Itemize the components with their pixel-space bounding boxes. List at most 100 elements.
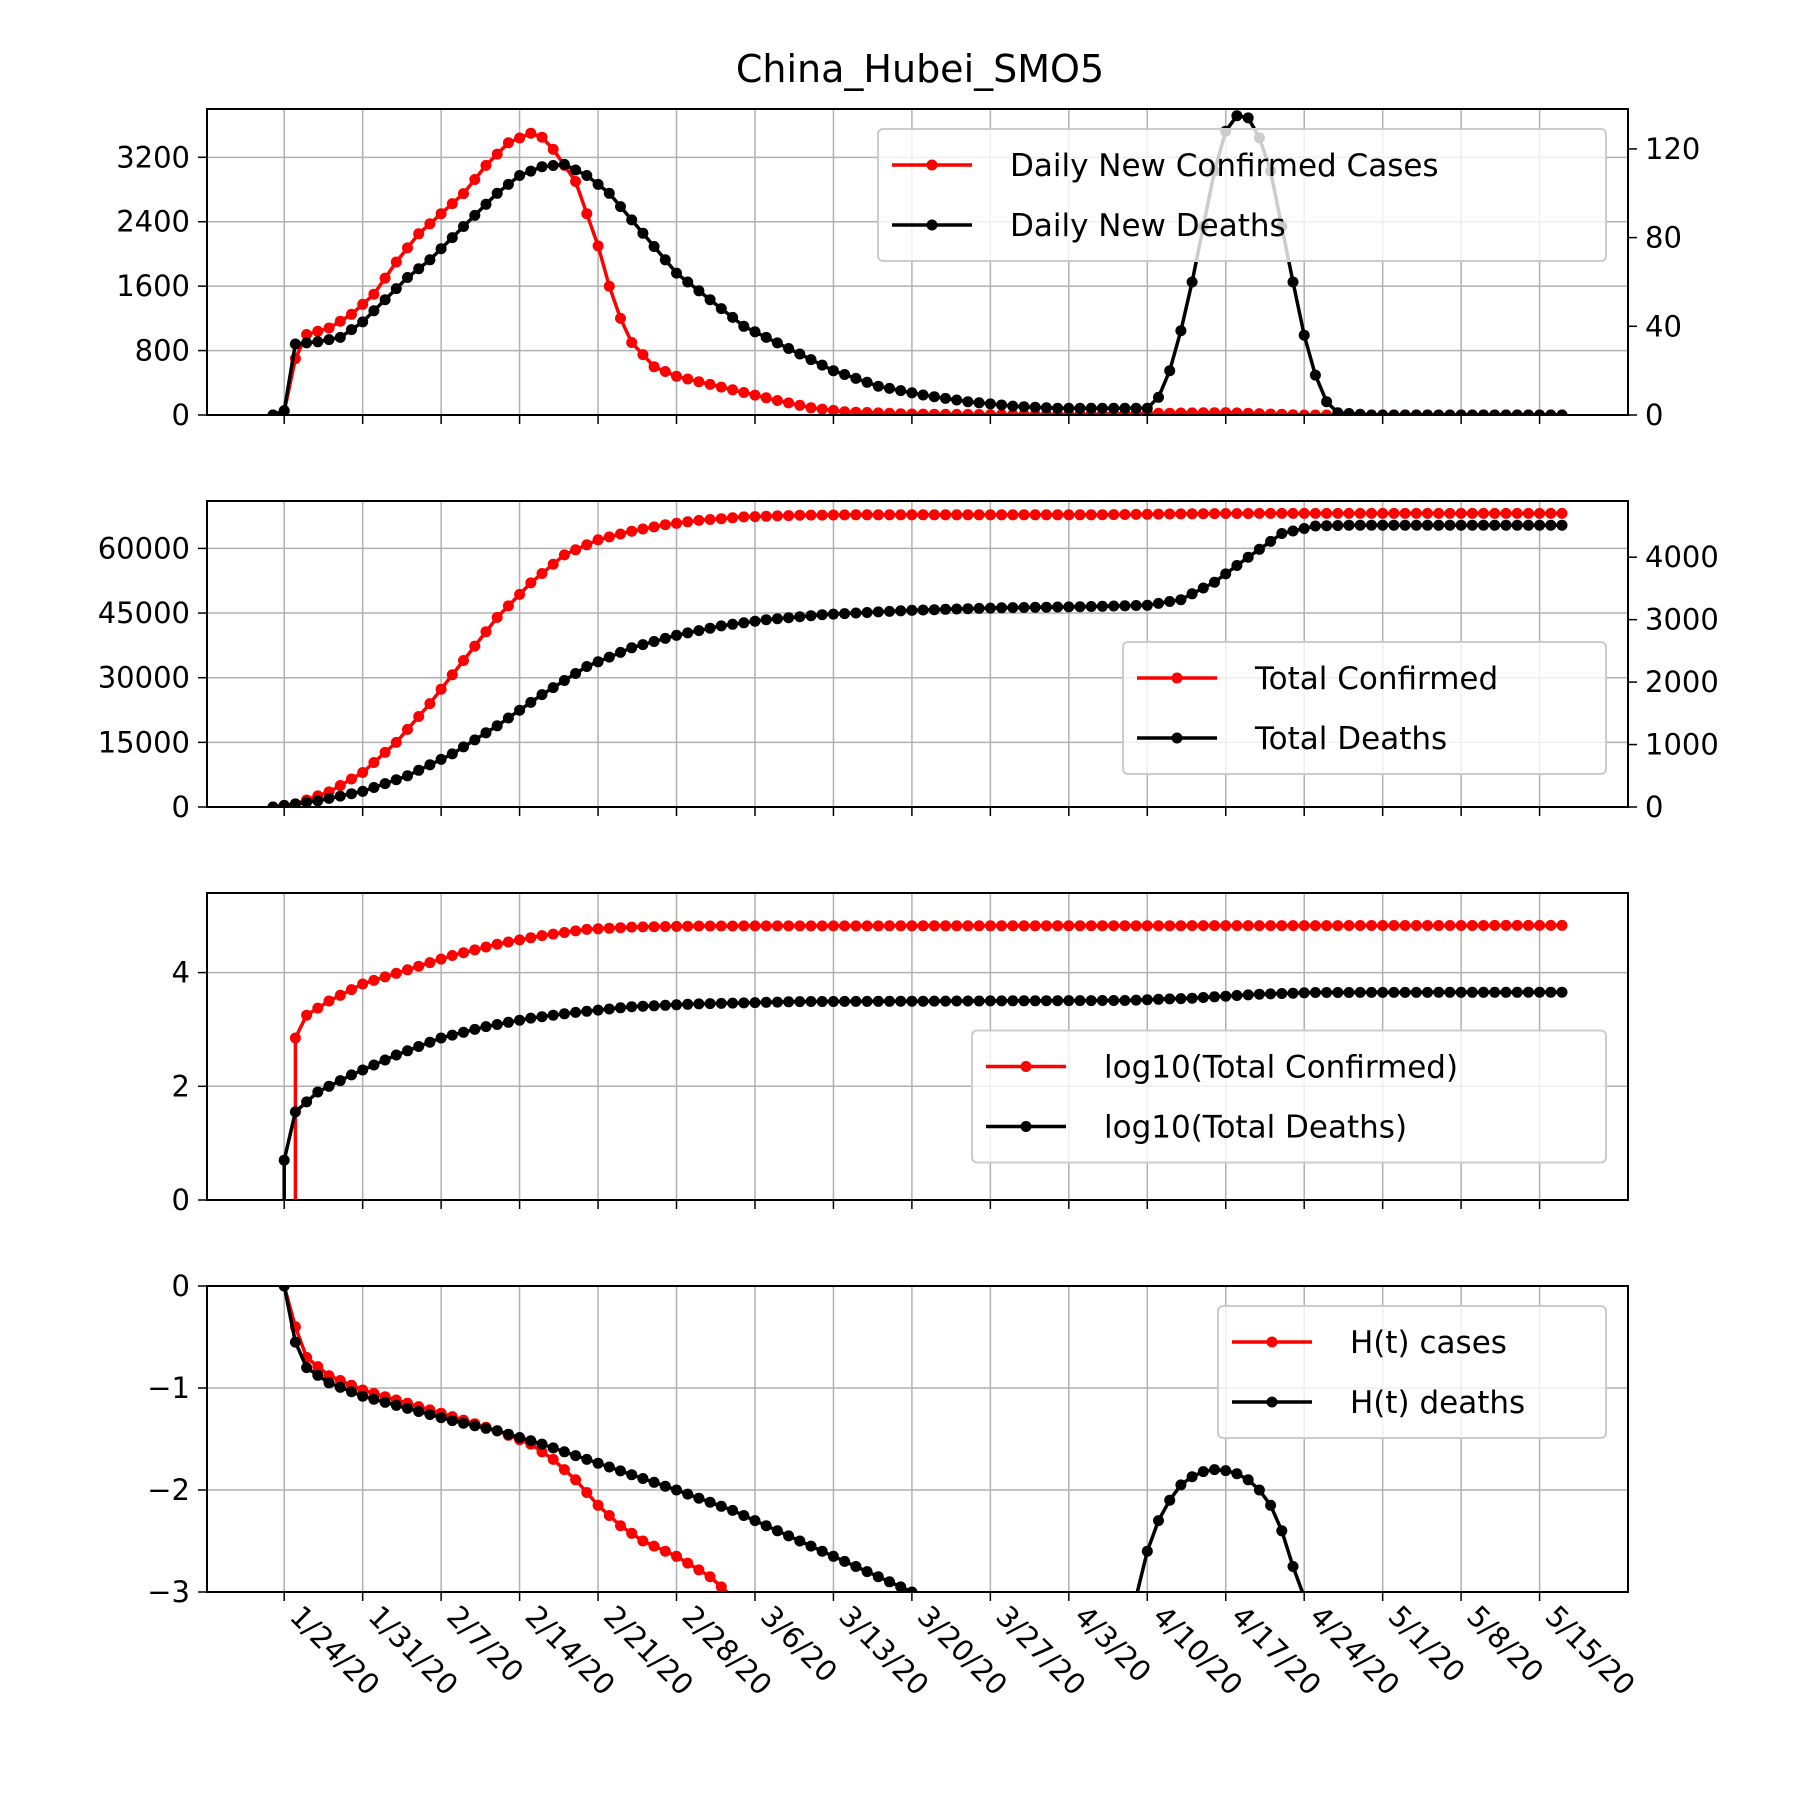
data-point xyxy=(727,1504,739,1516)
series-total-confirmed xyxy=(267,507,1568,807)
data-point xyxy=(861,607,873,618)
data-point xyxy=(1209,576,1220,588)
data-point xyxy=(1220,920,1232,932)
data-point xyxy=(424,957,436,969)
data-point xyxy=(996,602,1008,614)
data-point xyxy=(704,1571,716,1583)
data-point xyxy=(446,669,458,681)
data-point xyxy=(1231,508,1243,519)
data-point xyxy=(940,509,951,521)
data-point xyxy=(693,1492,705,1504)
data-point xyxy=(1253,1484,1265,1496)
data-point xyxy=(895,1581,907,1592)
data-point xyxy=(1265,408,1277,415)
data-point xyxy=(738,387,750,398)
data-point xyxy=(334,1075,346,1087)
data-point xyxy=(413,1041,425,1052)
data-point xyxy=(346,324,357,336)
data-point xyxy=(480,727,492,739)
data-point xyxy=(1534,986,1546,998)
data-point xyxy=(1287,276,1299,288)
data-point xyxy=(1321,409,1333,415)
data-point xyxy=(1253,920,1265,932)
data-point xyxy=(906,604,918,616)
figure-title: China_Hubei_SMO5 xyxy=(736,47,1104,91)
data-point xyxy=(558,158,570,170)
data-point xyxy=(1500,986,1512,998)
data-point xyxy=(592,656,604,668)
data-point xyxy=(379,778,391,790)
data-point xyxy=(1522,409,1534,415)
data-point xyxy=(435,1032,447,1044)
data-point xyxy=(446,232,458,244)
data-point xyxy=(1298,523,1310,534)
data-point xyxy=(469,734,481,746)
data-point xyxy=(1455,519,1467,531)
data-point xyxy=(1231,1468,1243,1480)
data-point xyxy=(514,1014,526,1026)
data-point xyxy=(749,511,761,523)
data-point xyxy=(1096,402,1108,414)
data-point xyxy=(861,1566,873,1578)
data-point xyxy=(491,720,503,732)
data-point xyxy=(827,996,839,1007)
data-point xyxy=(727,512,739,524)
data-point xyxy=(895,920,907,932)
data-point xyxy=(514,132,526,144)
data-point xyxy=(794,611,806,623)
data-point xyxy=(1153,597,1164,609)
data-point xyxy=(1052,601,1064,613)
data-point xyxy=(1007,509,1019,521)
axes-frame xyxy=(206,1285,1629,1593)
data-point xyxy=(435,683,447,695)
data-point xyxy=(1052,920,1064,932)
data-point xyxy=(1175,325,1187,337)
data-point xyxy=(570,1450,582,1462)
data-point xyxy=(301,329,313,340)
data-point xyxy=(1287,507,1299,519)
data-point xyxy=(906,509,918,521)
data-point xyxy=(749,615,761,627)
data-point xyxy=(379,272,391,284)
data-point xyxy=(525,165,537,177)
data-point xyxy=(547,1442,559,1454)
data-point xyxy=(1354,519,1366,531)
data-point xyxy=(984,920,996,932)
data-point xyxy=(402,770,413,782)
data-point xyxy=(357,1390,369,1402)
data-point xyxy=(1175,993,1187,1005)
data-point xyxy=(312,1369,324,1381)
data-point xyxy=(1511,409,1523,415)
data-point xyxy=(637,349,649,361)
data-point xyxy=(895,408,907,415)
data-point xyxy=(637,227,649,239)
data-point xyxy=(1545,986,1557,998)
data-point xyxy=(1130,600,1142,611)
data-point xyxy=(704,294,716,306)
data-point xyxy=(346,1069,357,1081)
legend-box xyxy=(1122,641,1607,775)
data-point xyxy=(536,1011,548,1023)
data-point xyxy=(872,1571,884,1583)
y-left-tick-label: 1600 xyxy=(116,269,190,303)
data-point xyxy=(738,320,750,332)
data-point xyxy=(839,608,851,620)
data-point xyxy=(1309,369,1321,381)
data-point xyxy=(1040,402,1052,414)
data-point xyxy=(693,376,705,388)
data-point xyxy=(962,408,974,415)
data-point xyxy=(704,622,716,634)
data-point xyxy=(1220,1465,1232,1477)
data-point xyxy=(1119,995,1131,1006)
data-point xyxy=(839,406,851,415)
data-point xyxy=(962,509,974,521)
data-point xyxy=(514,588,526,600)
data-point xyxy=(379,1054,391,1066)
data-point xyxy=(895,995,907,1007)
data-point xyxy=(671,370,682,382)
data-point xyxy=(1489,986,1501,998)
data-point xyxy=(603,1461,615,1473)
data-point xyxy=(558,1446,570,1458)
data-point xyxy=(1511,919,1523,931)
